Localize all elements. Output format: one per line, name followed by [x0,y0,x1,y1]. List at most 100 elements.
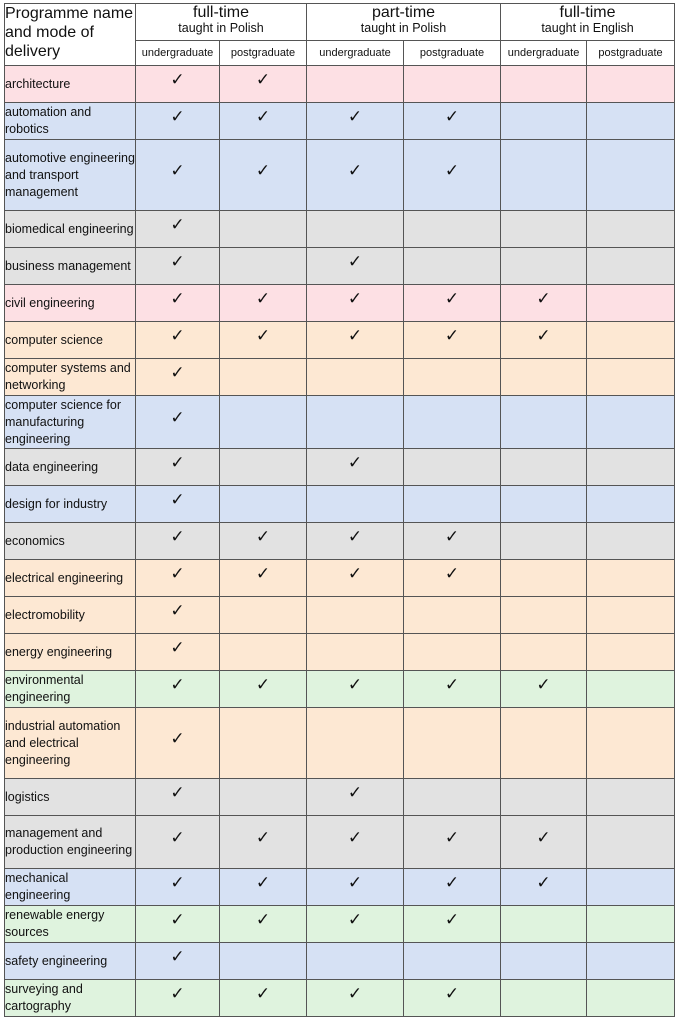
programme-row: environmental engineering ✓ ✓ ✓ ✓ ✓ [4,670,676,708]
availability-cell [586,210,676,248]
checkmark-icon: ✓ [255,289,271,309]
availability-cell [218,210,308,248]
programme-row: automation and robotics ✓ ✓ ✓ ✓ [4,102,676,140]
availability-cell [500,559,588,597]
availability-cell [500,448,588,486]
availability-cell: ✓ [135,65,220,103]
availability-cell [586,596,676,634]
availability-cell [586,284,676,322]
checkmark-icon: ✓ [255,984,271,1004]
checkmark-icon: ✓ [347,289,363,309]
availability-cell [586,358,676,396]
availability-cell: ✓ [403,139,502,211]
availability-cell: ✓ [135,633,220,671]
availability-cell: ✓ [306,979,405,1017]
checkmark-icon: ✓ [347,252,363,272]
programme-name: logistics [4,778,136,816]
availability-cell: ✓ [135,868,220,906]
programme-row: architecture ✓ ✓ [4,65,676,103]
availability-cell: ✓ [218,815,308,869]
checkmark-icon: ✓ [444,161,460,181]
checkmark-icon: ✓ [170,873,185,893]
availability-cell [586,395,676,449]
availability-cell: ✓ [135,321,220,359]
availability-cell: ✓ [135,284,220,322]
checkmark-icon: ✓ [170,326,185,346]
availability-cell: ✓ [403,284,502,322]
availability-cell [218,485,308,523]
programme-name: renewable energy sources [4,905,136,943]
programme-name: industrial automation and electrical eng… [4,707,136,779]
availability-cell: ✓ [218,65,308,103]
availability-cell: ✓ [306,670,405,708]
programme-row: industrial automation and electrical eng… [4,707,676,779]
availability-cell [586,247,676,285]
availability-cell: ✓ [500,284,588,322]
availability-cell: ✓ [403,522,502,560]
checkmark-icon: ✓ [170,910,185,930]
checkmark-icon: ✓ [170,161,185,181]
availability-cell [306,395,405,449]
programme-row: electrical engineering ✓ ✓ ✓ ✓ [4,559,676,597]
header-level-row: undergraduate postgraduate undergraduate… [5,40,676,66]
programme-name: economics [4,522,136,560]
availability-cell [586,905,676,943]
checkmark-icon: ✓ [536,289,551,309]
availability-cell [586,670,676,708]
availability-cell: ✓ [135,942,220,980]
checkmark-icon: ✓ [444,873,460,893]
availability-cell: ✓ [306,102,405,140]
checkmark-icon: ✓ [347,910,363,930]
availability-cell: ✓ [403,815,502,869]
checkmark-icon: ✓ [255,873,271,893]
availability-cell [218,395,308,449]
availability-cell: ✓ [403,102,502,140]
programme-row: automotive engineering and transport man… [4,139,676,211]
availability-cell: ✓ [218,979,308,1017]
availability-cell [306,707,405,779]
programme-name: civil engineering [4,284,136,322]
programme-row: computer systems and networking ✓ [4,358,676,396]
corner-header: Programme name and mode of delivery [4,3,136,66]
programme-row: safety engineering ✓ [4,942,676,980]
group-mode: part-time [371,4,436,21]
group-header: full-time taught in English [500,3,676,41]
availability-cell [500,210,588,248]
availability-cell [218,247,308,285]
checkmark-icon: ✓ [444,289,460,309]
group-language: taught in Polish [360,21,447,35]
programme-row: energy engineering ✓ [4,633,676,671]
availability-cell: ✓ [403,321,502,359]
availability-cell: ✓ [306,868,405,906]
availability-cell [586,448,676,486]
group-mode: full-time [193,4,250,21]
checkmark-icon: ✓ [255,828,271,848]
checkmark-icon: ✓ [347,783,363,803]
checkmark-icon: ✓ [347,107,363,127]
availability-cell [403,358,502,396]
availability-cell [403,247,502,285]
checkmark-icon: ✓ [170,408,185,428]
availability-cell: ✓ [135,559,220,597]
availability-cell: ✓ [403,559,502,597]
availability-cell [306,633,405,671]
programme-name: electrical engineering [4,559,136,597]
availability-cell: ✓ [403,868,502,906]
checkmark-icon: ✓ [536,675,551,695]
checkmark-icon: ✓ [170,70,185,90]
availability-cell: ✓ [306,815,405,869]
group-language: taught in Polish [178,21,264,35]
programme-name: electromobility [4,596,136,634]
availability-cell: ✓ [135,358,220,396]
checkmark-icon: ✓ [170,638,185,658]
checkmark-icon: ✓ [170,363,185,383]
checkmark-icon: ✓ [536,873,551,893]
checkmark-icon: ✓ [347,675,363,695]
availability-cell: ✓ [306,321,405,359]
availability-cell: ✓ [135,596,220,634]
programme-row: computer science for manufacturing engin… [4,395,676,449]
availability-cell [586,979,676,1017]
programme-name: data engineering [4,448,136,486]
checkmark-icon: ✓ [255,70,271,90]
availability-cell: ✓ [306,905,405,943]
